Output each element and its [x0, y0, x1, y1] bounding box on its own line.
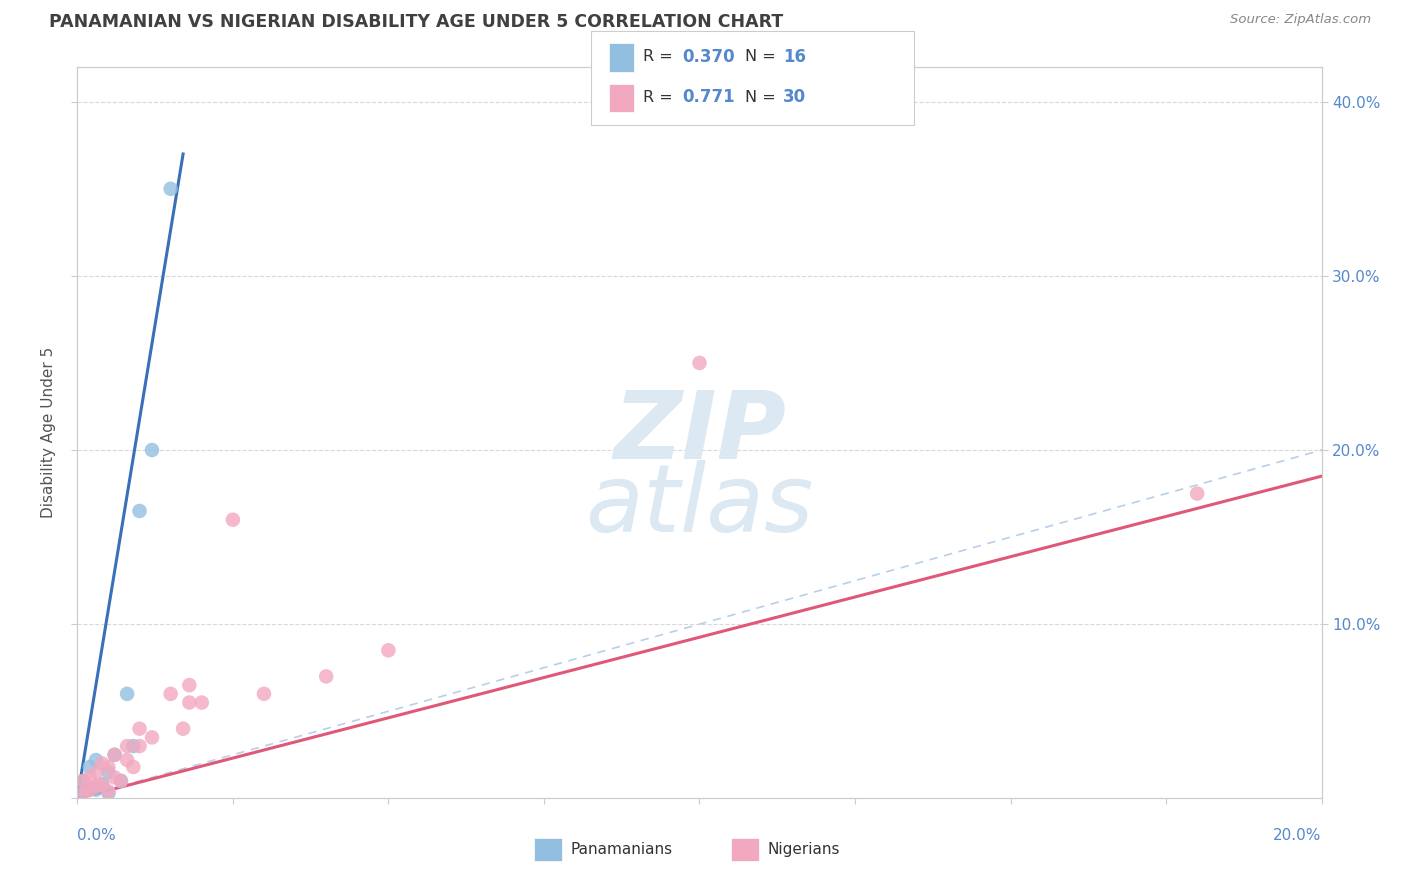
Point: [128, 739, 150, 753]
Point: [115, 753, 138, 767]
Point: [79, 771, 101, 785]
Point: [222, 513, 245, 527]
Text: ZIP: ZIP: [613, 386, 786, 479]
Text: R =: R =: [643, 49, 678, 64]
Point: [72, 786, 94, 800]
Point: [122, 760, 145, 774]
Point: [97, 786, 120, 800]
Point: [191, 696, 214, 710]
Text: 30: 30: [783, 88, 806, 106]
Point: [104, 747, 127, 762]
Point: [72, 784, 94, 798]
Point: [91, 756, 114, 771]
Point: [84, 779, 107, 793]
Point: [315, 669, 337, 683]
Point: [104, 747, 127, 762]
Point: [72, 773, 94, 788]
Point: [97, 765, 120, 780]
Point: [115, 687, 138, 701]
Point: [97, 760, 120, 774]
Point: [79, 780, 101, 795]
Text: N =: N =: [745, 49, 782, 64]
Point: [141, 443, 163, 458]
Point: [110, 773, 132, 788]
Point: [84, 765, 107, 780]
Text: 20.0%: 20.0%: [1274, 828, 1322, 843]
Text: R =: R =: [643, 90, 678, 105]
Point: [377, 643, 399, 657]
Point: [122, 739, 145, 753]
Point: [115, 739, 138, 753]
Text: N =: N =: [745, 90, 782, 105]
Text: 0.771: 0.771: [682, 88, 734, 106]
Text: Source: ZipAtlas.com: Source: ZipAtlas.com: [1230, 13, 1371, 27]
Point: [84, 753, 107, 767]
Point: [91, 777, 114, 791]
Text: atlas: atlas: [585, 460, 814, 551]
Point: [179, 696, 201, 710]
Point: [179, 678, 201, 692]
Point: [84, 782, 107, 797]
Point: [110, 773, 132, 788]
Point: [104, 771, 127, 785]
Text: Panamanians: Panamanians: [571, 842, 673, 856]
Point: [253, 687, 276, 701]
Point: [159, 182, 181, 196]
Point: [91, 777, 114, 791]
Point: [141, 731, 163, 745]
Point: [79, 760, 101, 774]
Point: [128, 722, 150, 736]
Text: 16: 16: [783, 47, 806, 66]
Point: [1187, 486, 1209, 500]
Point: [97, 784, 120, 798]
Text: Nigerians: Nigerians: [768, 842, 841, 856]
Point: [159, 687, 181, 701]
Point: [79, 782, 101, 797]
Point: [172, 722, 194, 736]
Point: [72, 773, 94, 788]
Text: PANAMANIAN VS NIGERIAN DISABILITY AGE UNDER 5 CORRELATION CHART: PANAMANIAN VS NIGERIAN DISABILITY AGE UN…: [49, 13, 783, 31]
Text: 0.0%: 0.0%: [77, 828, 117, 843]
Text: 0.370: 0.370: [682, 47, 734, 66]
Y-axis label: Disability Age Under 5: Disability Age Under 5: [41, 347, 56, 518]
Point: [128, 504, 150, 518]
Point: [689, 356, 711, 370]
